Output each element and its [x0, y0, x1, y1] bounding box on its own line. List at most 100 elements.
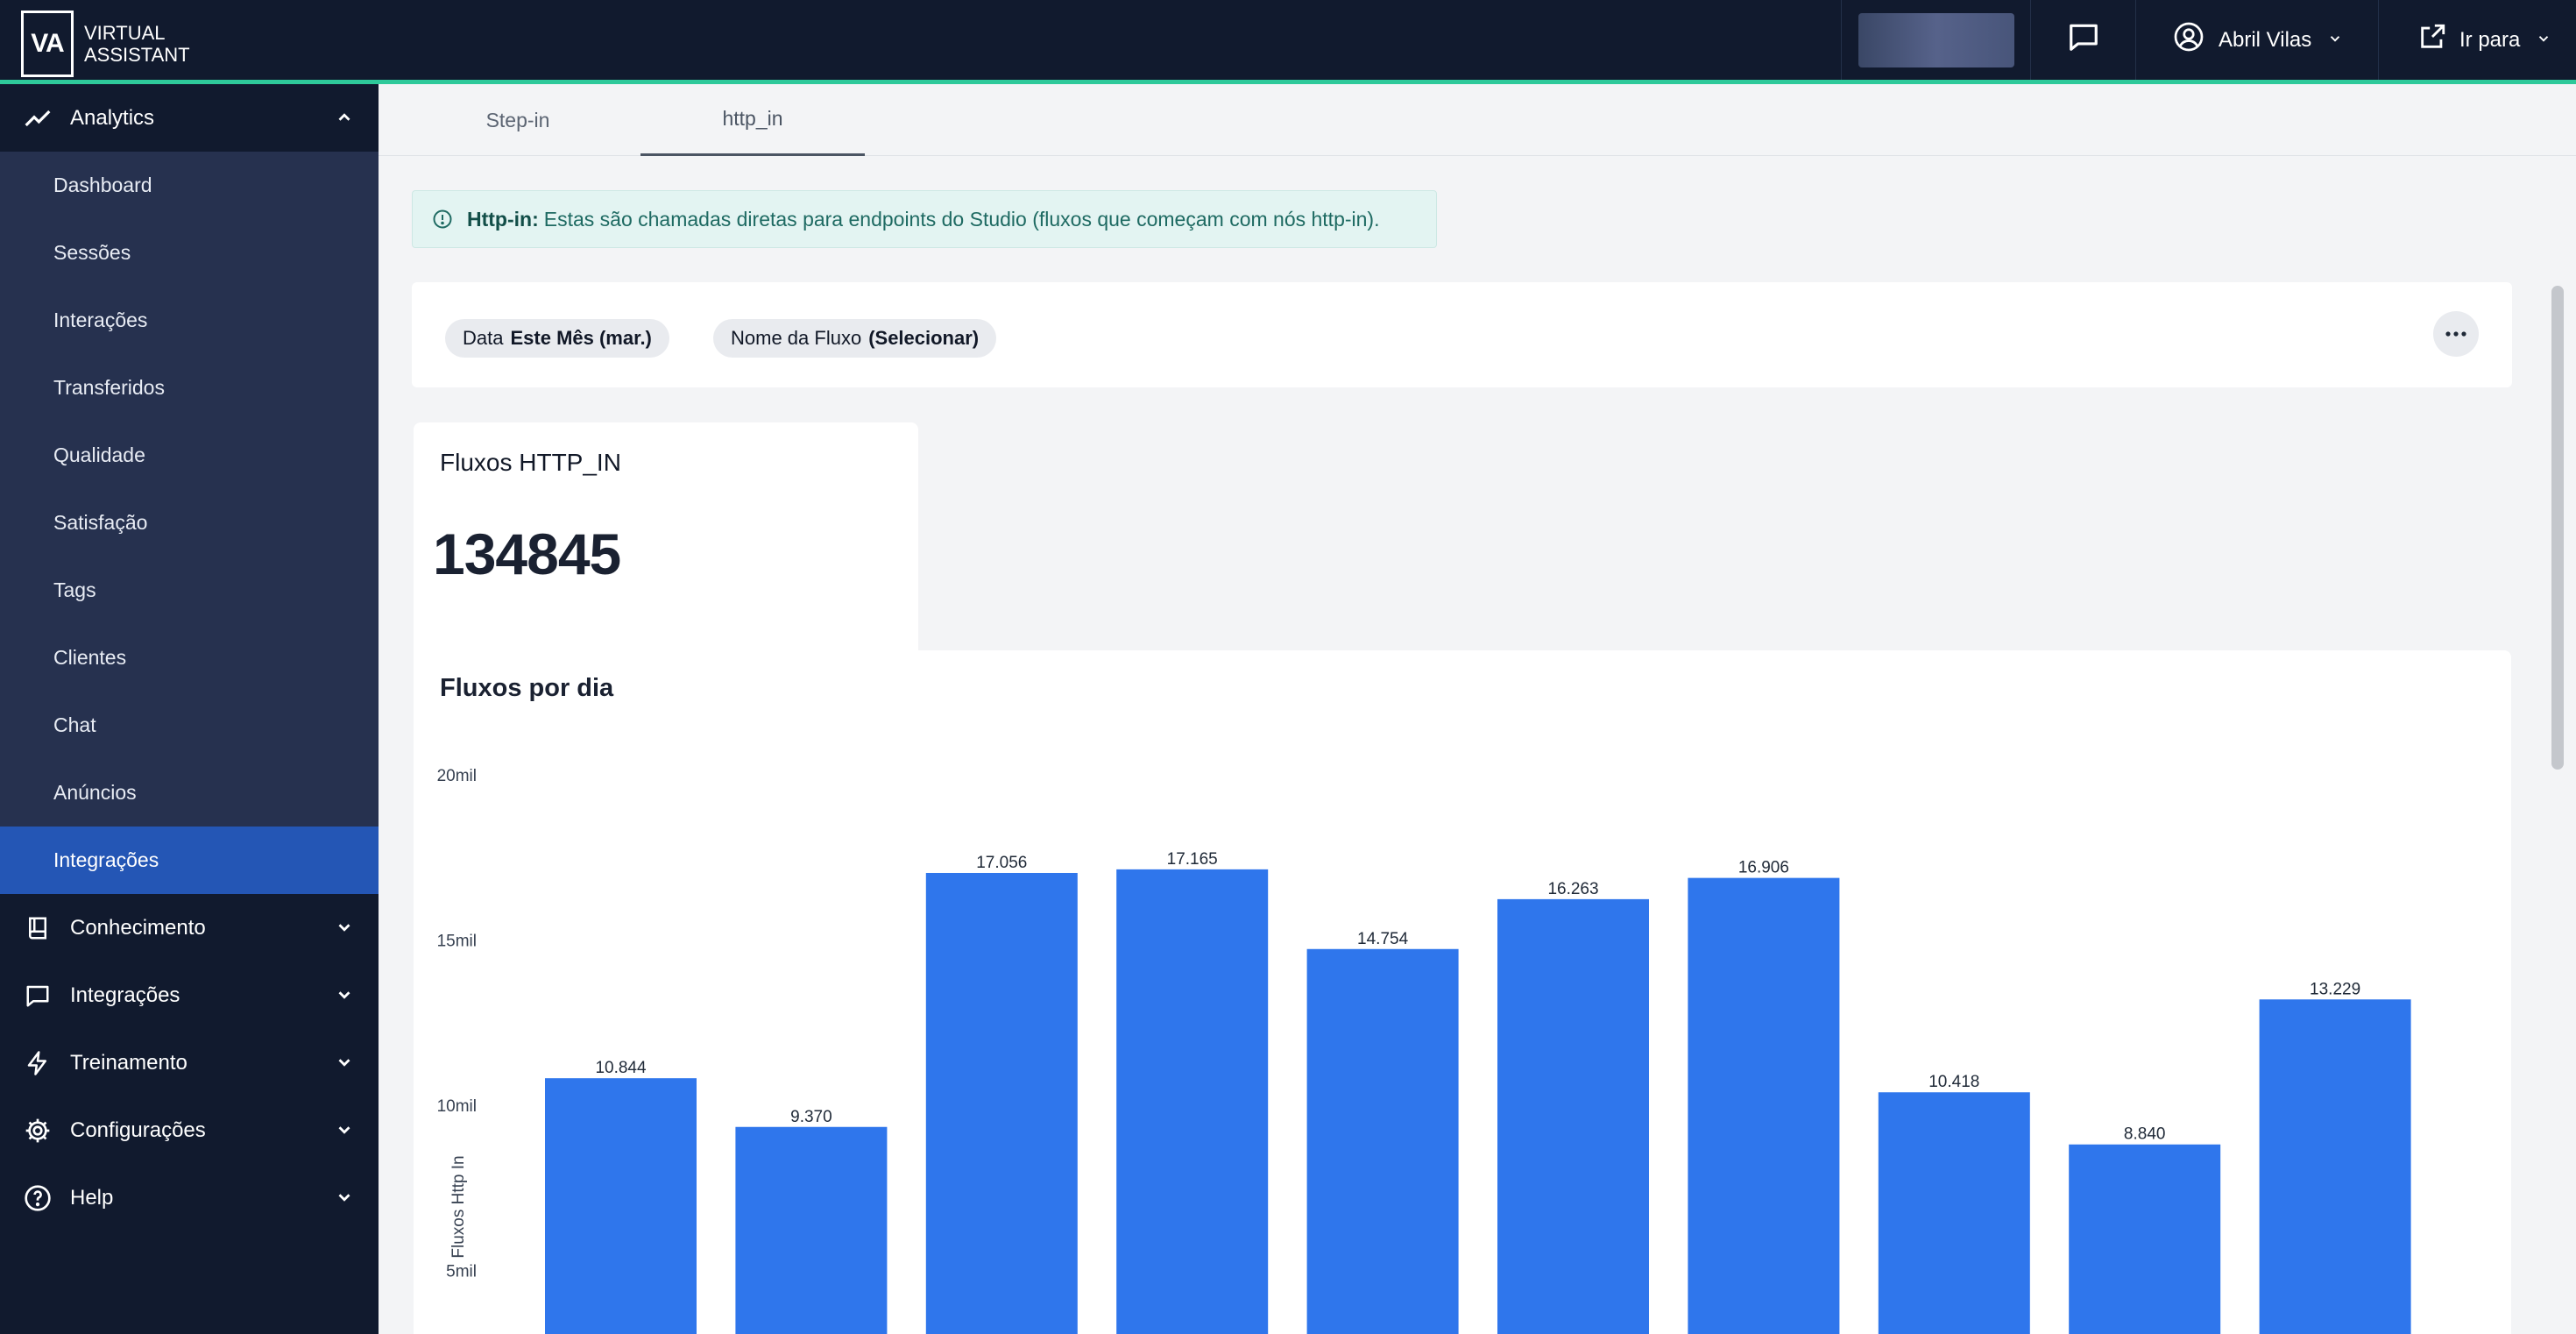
- chevron-down-icon: [335, 985, 354, 1011]
- sidebar-group-label: Treinamento: [70, 1050, 188, 1075]
- logo-line-2: ASSISTANT: [84, 44, 190, 66]
- chart-card: Fluxos por dia 5mil 10mil 15mil 20mil Fluxos…: [414, 650, 2511, 1334]
- bar: [925, 872, 1078, 1334]
- sidebar-group-configuracoes[interactable]: Configurações: [0, 1096, 379, 1164]
- y-tick-label: 15mil: [437, 933, 477, 951]
- sidebar-group-label: Configurações: [70, 1118, 206, 1142]
- sidebar-item-clientes[interactable]: Clientes: [53, 646, 127, 669]
- info-icon: [432, 209, 453, 230]
- lightning-icon: [23, 1048, 53, 1078]
- bar-value-label: 16.263: [1547, 880, 1598, 898]
- chart-title: Fluxos por dia: [440, 674, 614, 702]
- bar-chart: 5mil 10mil 15mil 20mil Fluxos Http In 10.844 9…: [437, 767, 2411, 1334]
- flow-name-filter-chip[interactable]: Nome da Fluxo (Selecionar): [713, 319, 997, 358]
- bar-value-label: 13.229: [2310, 980, 2360, 998]
- y-tick-label: 5mil: [446, 1263, 477, 1281]
- chip-label: Data: [463, 327, 504, 349]
- sidebar-item-interacoes[interactable]: Interações: [53, 309, 148, 331]
- bar: [2259, 999, 2411, 1334]
- top-bar: VA VIRTUAL ASSISTANT Abril Vilas: [0, 0, 2576, 84]
- sidebar: Analytics Dashboard Sessões Interações T…: [0, 84, 379, 1334]
- sidebar-group-integracoes[interactable]: Integrações: [0, 961, 379, 1029]
- blurred-widget: [1841, 0, 2030, 80]
- trend-icon: [23, 103, 53, 133]
- sidebar-item-sessoes[interactable]: Sessões: [53, 241, 131, 264]
- book-icon: [23, 913, 53, 943]
- sidebar-item-chat[interactable]: Chat: [53, 713, 96, 736]
- chevron-down-icon: [2327, 28, 2343, 53]
- bar: [1306, 948, 1459, 1334]
- bar: [1688, 877, 1840, 1334]
- sidebar-item-satisfacao[interactable]: Satisfação: [53, 511, 148, 534]
- info-title: Http-in:: [467, 207, 539, 231]
- bar-value-label: 9.370: [790, 1108, 832, 1126]
- y-tick-label: 20mil: [437, 767, 477, 785]
- sidebar-item-tags[interactable]: Tags: [53, 578, 96, 601]
- sidebar-group-conhecimento[interactable]: Conhecimento: [0, 894, 379, 961]
- chevron-down-icon: [335, 1120, 354, 1146]
- chip-value: (Selecionar): [868, 327, 980, 349]
- more-options-button[interactable]: [2433, 311, 2479, 357]
- bar-value-label: 10.844: [595, 1059, 647, 1077]
- go-to-label: Ir para: [2459, 27, 2521, 52]
- ellipsis-icon: [2445, 326, 2467, 342]
- bar-value-label: 14.754: [1357, 930, 1409, 948]
- tab-http-in[interactable]: http_in: [640, 84, 865, 156]
- scrollbar-thumb[interactable]: [2551, 286, 2564, 770]
- sidebar-group-label: Analytics: [70, 105, 155, 130]
- sidebar-group-label: Conhecimento: [70, 915, 206, 940]
- user-menu[interactable]: Abril Vilas: [2135, 0, 2378, 80]
- kpi-title: Fluxos HTTP_IN: [440, 449, 621, 476]
- bar: [545, 1078, 697, 1334]
- tab-bar: Step-in http_in: [379, 84, 2576, 156]
- info-banner: Http-in: Estas são chamadas diretas para…: [412, 190, 1437, 248]
- chat-button[interactable]: [2030, 0, 2135, 80]
- chevron-up-icon: [335, 108, 354, 133]
- sidebar-item-qualidade[interactable]: Qualidade: [53, 443, 145, 466]
- chevron-down-icon: [335, 918, 354, 943]
- external-link-icon: [2417, 22, 2447, 58]
- kpi-value: 134845: [433, 522, 621, 586]
- logo-line-1: VIRTUAL: [84, 22, 166, 44]
- date-filter-chip[interactable]: Data Este Mês (mar.): [445, 319, 669, 358]
- analytics-submenu: Dashboard Sessões Interações Transferido…: [0, 152, 379, 894]
- y-axis-label: Fluxos Http In: [449, 1155, 468, 1258]
- bar: [1116, 869, 1269, 1334]
- bar: [1497, 898, 1649, 1334]
- header-actions: Abril Vilas Ir para: [1841, 0, 2576, 80]
- bar-value-label: 16.906: [1738, 859, 1789, 877]
- blurred-image: [1858, 12, 2014, 67]
- bar: [1878, 1092, 2030, 1334]
- logo-text: VIRTUAL ASSISTANT: [84, 22, 190, 66]
- chip-label: Nome da Fluxo: [731, 327, 862, 349]
- bar-value-label: 8.840: [2124, 1125, 2166, 1144]
- y-tick-label: 10mil: [437, 1097, 477, 1116]
- gear-icon: [23, 1116, 53, 1146]
- sidebar-group-treinamento[interactable]: Treinamento: [0, 1029, 379, 1096]
- sidebar-item-integracoes[interactable]: Integrações: [0, 827, 379, 894]
- go-to-menu[interactable]: Ir para: [2378, 0, 2576, 80]
- message-icon: [2067, 20, 2100, 60]
- chevron-down-icon: [335, 1188, 354, 1213]
- bar: [2069, 1144, 2221, 1334]
- user-name: Abril Vilas: [2219, 27, 2312, 52]
- sidebar-item-dashboard[interactable]: Dashboard: [53, 174, 152, 196]
- sidebar-group-label: Help: [70, 1185, 114, 1210]
- logo-mark: VA: [21, 11, 74, 77]
- sidebar-group-help[interactable]: Help: [0, 1164, 379, 1231]
- bar-value-label: 10.418: [1928, 1073, 1979, 1091]
- help-icon: [23, 1183, 53, 1213]
- bar-value-label: 17.165: [1167, 850, 1218, 869]
- sidebar-item-transferidos[interactable]: Transferidos: [53, 376, 165, 399]
- logo[interactable]: VA VIRTUAL ASSISTANT: [21, 11, 190, 77]
- sidebar-item-anuncios[interactable]: Anúncios: [53, 781, 137, 804]
- sidebar-group-analytics[interactable]: Analytics: [0, 84, 379, 152]
- main-content: Step-in http_in Http-in: Estas são chama…: [379, 84, 2576, 1334]
- chevron-down-icon: [335, 1053, 354, 1078]
- filter-bar: Data Este Mês (mar.) Nome da Fluxo (Sele…: [412, 282, 2512, 387]
- bar-value-label: 17.056: [976, 854, 1027, 872]
- tab-step-in[interactable]: Step-in: [485, 108, 550, 131]
- user-circle-icon: [2173, 21, 2204, 59]
- sidebar-group-label: Integrações: [70, 983, 180, 1007]
- bar: [735, 1126, 888, 1334]
